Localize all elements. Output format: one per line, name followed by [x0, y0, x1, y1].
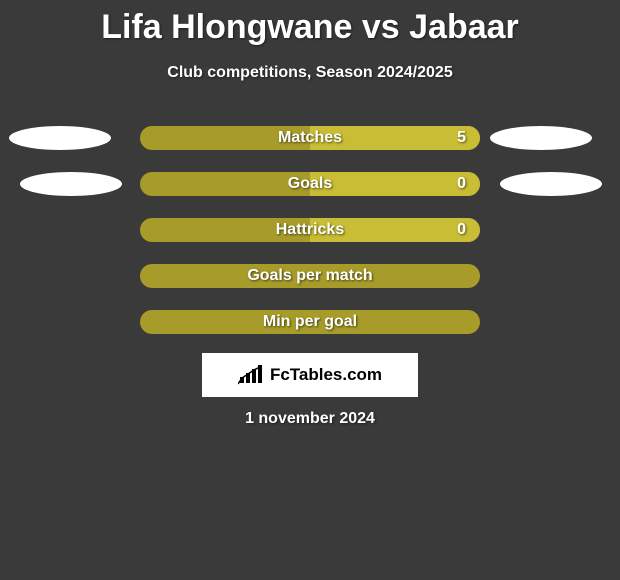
logo-text: FcTables.com — [270, 365, 382, 385]
stat-label: Goals — [140, 172, 480, 196]
stat-value-right: 0 — [457, 218, 466, 242]
stat-bar: Matches5 — [140, 126, 480, 150]
comparison-infographic: Lifa Hlongwane vs Jabaar Club competitio… — [0, 0, 620, 580]
stat-label: Min per goal — [140, 310, 480, 334]
player-right-ellipse — [500, 172, 602, 196]
page-title: Lifa Hlongwane vs Jabaar — [0, 8, 620, 47]
date-label: 1 november 2024 — [0, 410, 620, 428]
subtitle: Club competitions, Season 2024/2025 — [0, 64, 620, 82]
player-left-ellipse — [9, 126, 111, 150]
logo-banner: FcTables.com — [202, 353, 418, 397]
stat-label: Hattricks — [140, 218, 480, 242]
stat-bar: Goals0 — [140, 172, 480, 196]
player-right-ellipse — [490, 126, 592, 150]
stat-value-right: 0 — [457, 172, 466, 196]
stat-bar: Min per goal — [140, 310, 480, 334]
stat-label: Matches — [140, 126, 480, 150]
stat-row: Goals per match — [0, 264, 620, 288]
stat-bar: Goals per match — [140, 264, 480, 288]
player-left-ellipse — [20, 172, 122, 196]
stat-label: Goals per match — [140, 264, 480, 288]
stat-value-right: 5 — [457, 126, 466, 150]
stat-row: Hattricks0 — [0, 218, 620, 242]
stat-bar: Hattricks0 — [140, 218, 480, 242]
stat-row: Min per goal — [0, 310, 620, 334]
bar-chart-icon — [238, 365, 266, 385]
stat-row: Goals0 — [0, 172, 620, 196]
stat-row: Matches5 — [0, 126, 620, 150]
